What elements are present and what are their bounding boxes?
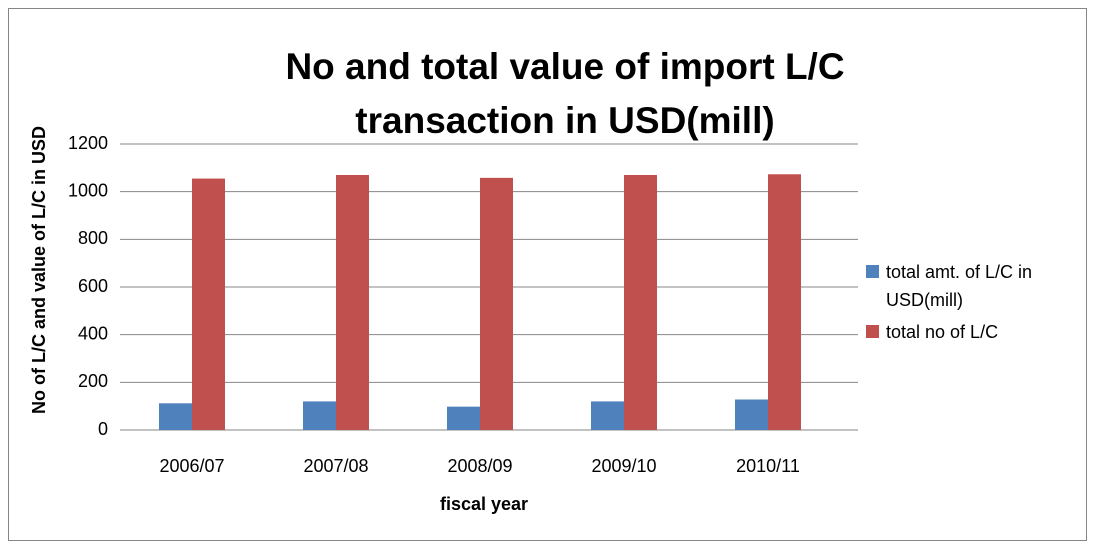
y-tick-label: 200 [78, 371, 108, 391]
legend-item: total no of L/C [866, 318, 1066, 346]
bar [480, 177, 513, 430]
chart-title: No and total value of import L/C transac… [285, 46, 845, 141]
y-tick-label: 600 [78, 276, 108, 296]
y-axis-label: No of L/C and value of L/C in USD [29, 126, 49, 414]
legend: total amt. of L/C in USD(mill) total no o… [866, 258, 1066, 350]
chart-border [8, 8, 1087, 541]
bar [192, 178, 225, 430]
bar [336, 174, 369, 430]
bar [447, 406, 480, 430]
legend-label: total no of L/C [886, 322, 999, 342]
y-tick-label: 0 [98, 419, 108, 439]
bar [624, 174, 657, 430]
y-tick-label: 1000 [68, 180, 108, 200]
bar [768, 174, 801, 430]
y-tick-label: 800 [78, 228, 108, 248]
legend-swatch [866, 265, 879, 278]
x-tick-label: 2008/09 [447, 456, 512, 476]
legend-swatch [866, 325, 879, 338]
y-tick-label: 400 [78, 323, 108, 343]
bar [303, 401, 336, 430]
x-axis-label: fiscal year [440, 494, 528, 514]
y-tick-label: 1200 [68, 133, 108, 153]
bar [591, 401, 624, 430]
bar [159, 403, 192, 430]
x-tick-label: 2010/11 [736, 456, 800, 476]
legend-label: total amt. of L/C in USD(mill) [886, 262, 1033, 310]
x-tick-label: 2006/07 [159, 456, 224, 476]
x-tick-label: 2007/08 [303, 456, 368, 476]
legend-item: total amt. of L/C in USD(mill) [866, 258, 1066, 314]
x-tick-label: 2009/10 [591, 456, 656, 476]
bar [735, 399, 768, 430]
